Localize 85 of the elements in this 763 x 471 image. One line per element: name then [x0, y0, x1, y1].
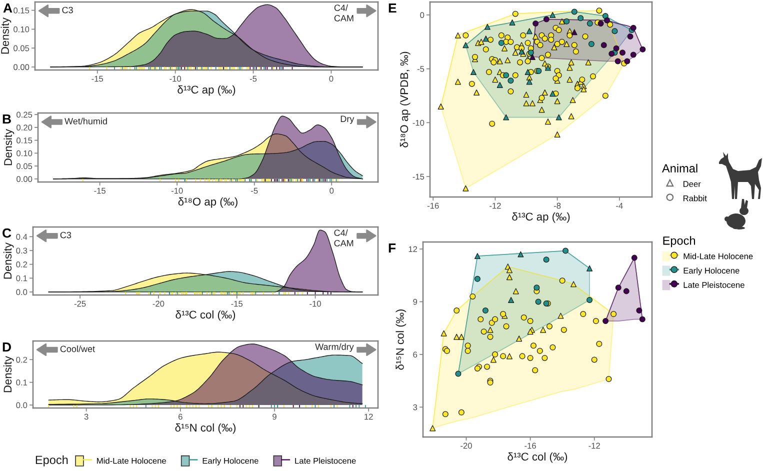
annotation: Wet/humid	[64, 118, 107, 124]
x-tick-label: -10	[171, 188, 183, 194]
x-axis-title: δ¹⁵N col (‰)	[175, 423, 236, 434]
x-tick-label: 12	[364, 414, 373, 420]
x-tick-label: 3	[84, 414, 88, 420]
y-tick-label: 0.00	[14, 64, 30, 70]
y-tick-label: 0.4	[16, 234, 28, 240]
annotation: C3	[62, 6, 73, 14]
x-tick-label: -10	[310, 300, 321, 307]
y-tick-label: 0.3	[16, 248, 28, 254]
x-tick-label: 0	[329, 76, 334, 82]
y-axis-title: Density	[3, 356, 14, 392]
y-tick-label: 0.00	[16, 176, 32, 182]
legend-title: Epoch	[663, 236, 696, 248]
y-axis-title: δ¹⁸O ap (VPDB, ‰)	[400, 52, 410, 148]
x-tick-label: -5	[251, 188, 258, 194]
x-tick-label: -5	[250, 76, 257, 82]
y-tick-label: 0.15	[14, 8, 30, 14]
legend-label: Mid-Late Holocene	[97, 458, 166, 464]
x-tick-label: -20	[460, 442, 472, 449]
x-axis-title: δ¹³C col (‰)	[176, 310, 236, 321]
legend-title: Animal	[662, 164, 698, 173]
annotation: C4/ CAM	[334, 4, 354, 22]
y-tick-label: 0.25	[16, 112, 32, 118]
y-tick-label: 0.10	[14, 26, 30, 32]
x-tick-label: -16	[524, 442, 536, 449]
x-tick-label: -15	[92, 76, 104, 82]
legend-label: Late Pleistocene	[295, 458, 356, 464]
y-tick-label: 3	[413, 404, 418, 410]
annotation: Warm/dry	[315, 343, 354, 352]
y-tick-label: 0.2	[16, 262, 28, 268]
x-tick-label: -10	[170, 76, 182, 82]
x-tick-label: 0	[330, 188, 334, 194]
legend-label: Early Holocene	[684, 267, 740, 276]
x-tick-label: -16	[427, 202, 439, 209]
x-tick-label: -20	[152, 300, 164, 307]
y-tick-label: 0.20	[16, 124, 32, 131]
text: Deer	[684, 181, 701, 187]
y-tick-label: 6	[413, 352, 418, 358]
chart-title: A	[3, 3, 12, 13]
annotation: Dry	[340, 116, 354, 124]
y-tick-label: 12	[408, 246, 418, 252]
y-tick-label: 0	[420, 12, 424, 18]
y-tick-label: 0.1	[16, 275, 28, 282]
annotation: C3	[60, 232, 72, 238]
x-tick-label: -15	[94, 188, 106, 194]
x-tick-label: -15	[231, 300, 243, 307]
x-tick-label: 6	[178, 414, 182, 420]
legend-title: Epoch	[36, 455, 68, 466]
y-tick-label: -10	[412, 120, 424, 126]
annotation: C4/ CAM	[334, 229, 354, 246]
y-tick-label: 0.0	[16, 402, 28, 408]
x-axis-title: δ¹⁸O ap (‰)	[178, 197, 238, 208]
text: Rabbit	[684, 195, 707, 202]
y-tick-label: 0.10	[16, 150, 32, 156]
x-axis-title: δ¹³C ap (‰)	[178, 85, 236, 96]
x-tick-label: -12	[490, 202, 501, 209]
y-tick-label: 0.15	[16, 137, 32, 144]
x-tick-label: -12	[588, 442, 600, 449]
legend-label: Mid-Late Holocene	[684, 253, 753, 260]
x-tick-label: 9	[272, 414, 276, 420]
annotation: Cool/wet	[60, 346, 95, 352]
y-tick-label: 0.0	[16, 289, 28, 296]
x-tick-label: -4	[616, 202, 623, 209]
y-axis-title: Density	[4, 128, 14, 166]
x-axis-title: δ¹³C ap (‰)	[512, 212, 570, 223]
y-axis-title: Density	[3, 242, 14, 279]
y-tick-label: 0.05	[14, 45, 30, 52]
x-tick-label: -8	[554, 202, 561, 209]
chart-title: B	[2, 114, 11, 124]
x-axis-title: δ¹³C col (‰)	[508, 452, 568, 463]
y-tick-label: 0.2	[16, 356, 28, 363]
legend-label: Early Holocene	[202, 458, 258, 466]
y-tick-label: -15	[412, 174, 424, 180]
y-tick-label: 0.1	[16, 380, 28, 386]
chart-title: F	[388, 243, 396, 253]
y-axis-title: δ¹⁵N col (‰)	[396, 309, 406, 370]
x-tick-label: -25	[74, 300, 86, 307]
legend-label: Late Pleistocene	[684, 282, 744, 288]
chart-title: C	[2, 228, 12, 238]
chart-title: E	[388, 3, 396, 13]
y-tick-label: -5	[417, 66, 424, 72]
y-axis-title: Density	[0, 17, 12, 54]
chart-title: D	[2, 342, 11, 352]
y-tick-label: 0.05	[16, 163, 32, 170]
